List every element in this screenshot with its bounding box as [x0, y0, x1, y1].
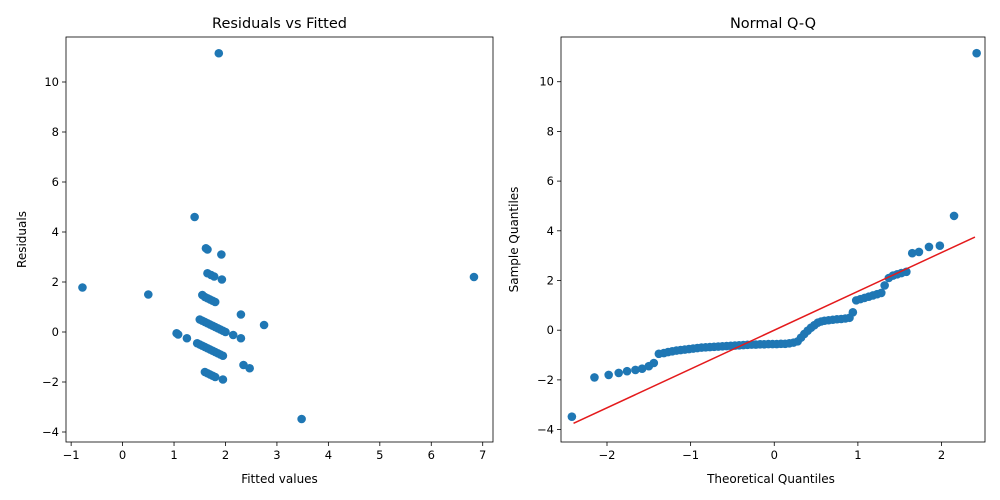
data-point [214, 48, 224, 58]
x-tick-label: 7 [479, 448, 486, 462]
data-point [622, 366, 632, 376]
data-point [590, 373, 599, 382]
x-tick-label: 1 [170, 448, 177, 462]
x-tick-label: 1 [854, 448, 861, 462]
data-point [914, 247, 924, 257]
y-tick-label: 10 [44, 75, 59, 89]
data-point [218, 375, 228, 384]
data-point [848, 308, 858, 317]
x-tick-label: 3 [273, 448, 280, 462]
data-point [649, 358, 659, 368]
data-point [228, 330, 238, 340]
residuals-vs-fitted-title: Residuals vs Fitted [212, 16, 347, 32]
data-point [637, 364, 647, 374]
residuals-vs-fitted-ylabel: Residuals [15, 211, 29, 268]
data-point [245, 363, 254, 373]
y-tick-label: 0 [52, 325, 59, 339]
y-tick-label: 4 [52, 225, 59, 239]
x-tick-label: 0 [119, 448, 126, 462]
y-tick-label: 8 [52, 125, 59, 139]
y-tick-label: 0 [547, 323, 554, 337]
y-tick-label: −2 [537, 373, 554, 387]
normal-qq-panel: Normal Q-Q Theoretical Quantiles Sample … [507, 16, 986, 486]
data-point [567, 412, 577, 421]
normal-qq-ylabel: Sample Quantiles [507, 187, 521, 293]
data-point [144, 290, 153, 299]
data-point [182, 333, 192, 343]
data-point [217, 275, 227, 284]
x-tick-label: −1 [63, 448, 80, 462]
y-tick-label: 8 [547, 124, 554, 138]
normal-qq-xlabel: Theoretical Quantiles [706, 472, 835, 486]
data-point [173, 330, 183, 339]
data-point [259, 320, 269, 330]
data-point [949, 211, 959, 221]
data-point [604, 370, 613, 380]
data-point [210, 372, 220, 382]
y-tick-label: 10 [539, 75, 554, 89]
data-point [907, 248, 917, 258]
residuals-vs-fitted-xlabel: Fitted values [241, 472, 318, 486]
x-tick-label: 2 [222, 448, 229, 462]
y-tick-label: −2 [42, 375, 59, 389]
y-tick-label: 6 [547, 174, 554, 188]
x-tick-label: 0 [771, 448, 778, 462]
data-point [221, 327, 230, 337]
data-point [190, 212, 199, 222]
data-point [935, 241, 945, 251]
data-point [924, 242, 934, 252]
y-tick-label: −4 [42, 425, 59, 439]
data-point [469, 272, 479, 282]
reference-line [573, 236, 976, 425]
data-point [209, 272, 219, 281]
axes-frame [65, 36, 494, 443]
residuals-vs-fitted-panel: Residuals vs Fitted Fitted values Residu… [15, 16, 494, 486]
data-point [236, 333, 246, 343]
data-point [210, 297, 220, 307]
x-tick-label: 2 [938, 448, 945, 462]
data-point [614, 368, 624, 378]
data-point [236, 310, 246, 319]
data-point [631, 365, 640, 375]
y-tick-label: −4 [537, 423, 554, 437]
x-tick-label: 6 [428, 448, 435, 462]
x-tick-label: −1 [682, 448, 699, 462]
axes-frame [560, 36, 986, 443]
x-tick-label: −2 [599, 448, 616, 462]
data-point [880, 281, 889, 290]
y-tick-label: 2 [547, 273, 554, 287]
data-point [218, 351, 228, 361]
data-point [297, 414, 306, 424]
x-tick-label: 5 [376, 448, 383, 462]
data-point [203, 245, 212, 254]
y-tick-label: 2 [52, 275, 59, 289]
y-tick-label: 4 [547, 224, 554, 238]
normal-qq-title: Normal Q-Q [730, 16, 816, 32]
data-point [876, 288, 886, 298]
data-point [78, 283, 87, 292]
data-point [217, 250, 226, 259]
y-tick-label: 6 [52, 175, 59, 189]
data-point [972, 48, 981, 58]
x-tick-label: 4 [325, 448, 332, 462]
